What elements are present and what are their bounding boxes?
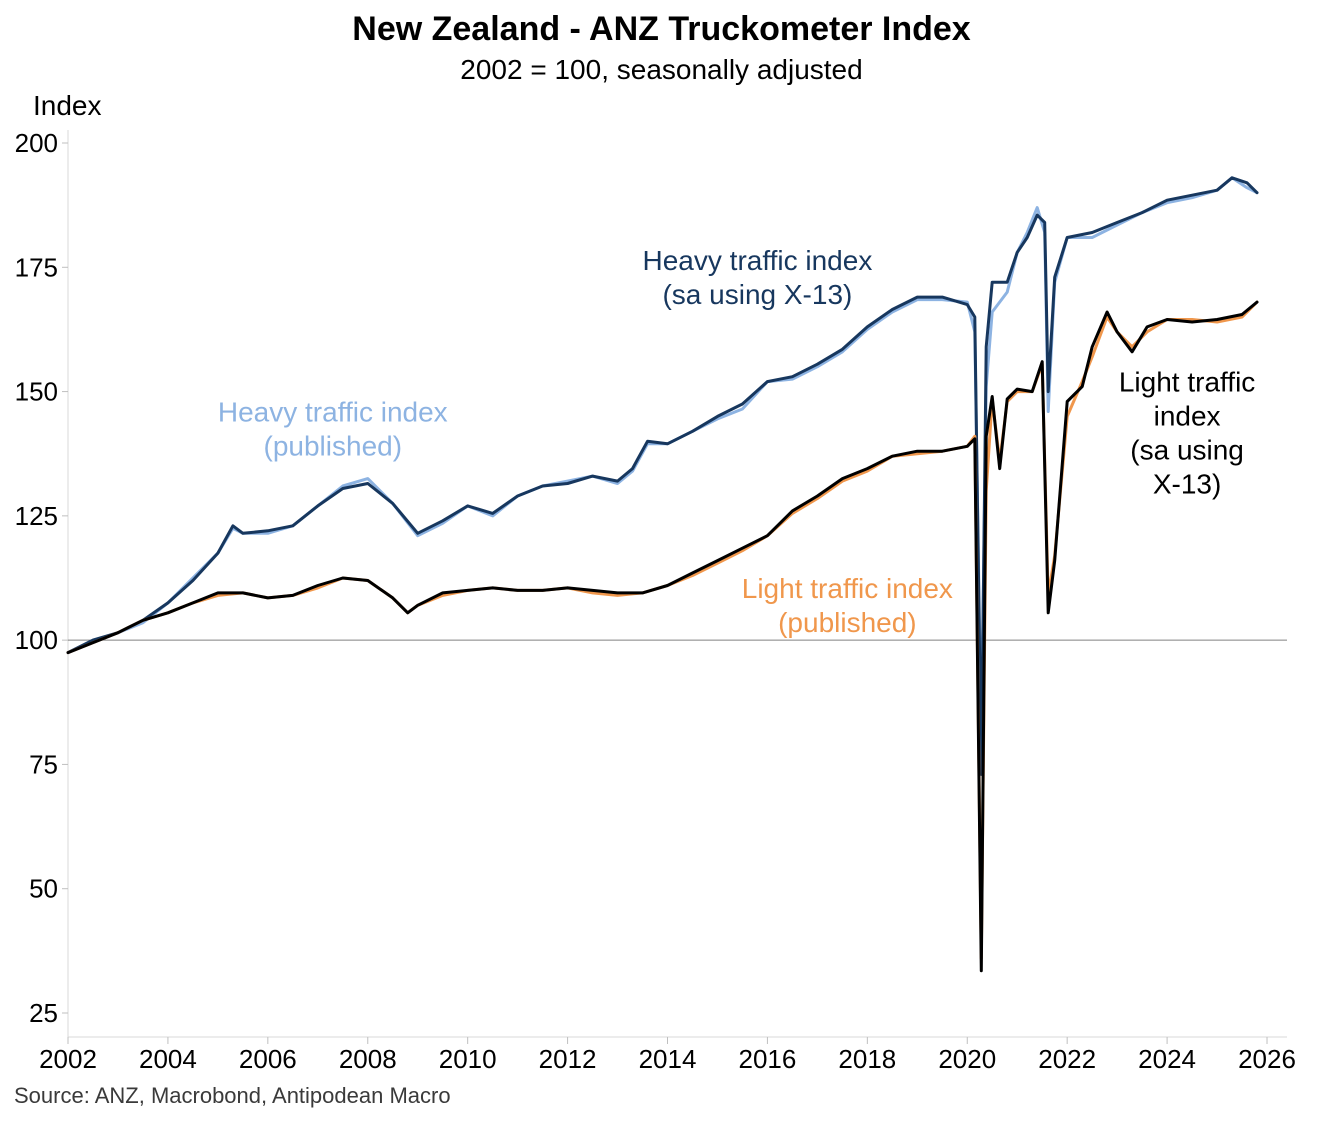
x-tick-label: 2022 <box>1038 1044 1096 1074</box>
x-tick-label: 2014 <box>639 1044 697 1074</box>
annotation-light_x13-line: X-13) <box>1153 469 1221 500</box>
x-tick-label: 2010 <box>439 1044 497 1074</box>
x-tick-label: 2018 <box>838 1044 896 1074</box>
series-layer <box>66 176 1259 973</box>
axes-layer: 25 50 75 100 125 150 175 200 2002 2004 2006 2008 201… <box>15 128 1296 1074</box>
y-tick-label: 100 <box>15 625 58 655</box>
x-tick-label: 2002 <box>39 1044 97 1074</box>
annotation-heavy_published-line: Heavy traffic index <box>218 396 448 427</box>
x-tick-label: 2020 <box>938 1044 996 1074</box>
y-tick-label: 125 <box>15 501 58 531</box>
annotation-light_published-line: Light traffic index <box>742 573 953 604</box>
y-tick-label: 75 <box>29 749 58 779</box>
x-tick-label: 2004 <box>139 1044 197 1074</box>
series-line-light_x13 <box>66 300 1259 973</box>
annotation-heavy_x13-line: (sa using X-13) <box>662 279 852 310</box>
x-tick-label: 2012 <box>539 1044 597 1074</box>
series-line-heavy_x13 <box>66 176 1259 776</box>
x-tick-label: 2026 <box>1238 1044 1296 1074</box>
chart-subtitle: 2002 = 100, seasonally adjusted <box>460 54 863 85</box>
y-tick-label: 25 <box>29 998 58 1028</box>
y-tick-label: 150 <box>15 377 58 407</box>
annotation-light_x13-line: index <box>1154 401 1221 432</box>
y-tick-label: 200 <box>15 128 58 158</box>
annotation-light_x13-line: (sa using <box>1130 435 1244 466</box>
annotation-layer: Heavy traffic index(published)Heavy traf… <box>218 245 1255 638</box>
y-tick-label: 50 <box>29 874 58 904</box>
x-tick-label: 2008 <box>339 1044 397 1074</box>
x-tick-label: 2024 <box>1138 1044 1196 1074</box>
annotation-light_published-line: (published) <box>778 607 917 638</box>
annotation-heavy_x13-line: Heavy traffic index <box>643 245 873 276</box>
y-tick-label: 175 <box>15 252 58 282</box>
chart-title: New Zealand - ANZ Truckometer Index <box>352 10 971 48</box>
annotation-light_x13-line: Light traffic <box>1119 367 1255 398</box>
y-axis-label: Index <box>33 90 102 121</box>
x-tick-label: 2016 <box>739 1044 797 1074</box>
annotation-heavy_published-line: (published) <box>264 430 403 461</box>
source-note: Source: ANZ, Macrobond, Antipodean Macro <box>14 1083 451 1108</box>
x-tick-label: 2006 <box>239 1044 297 1074</box>
